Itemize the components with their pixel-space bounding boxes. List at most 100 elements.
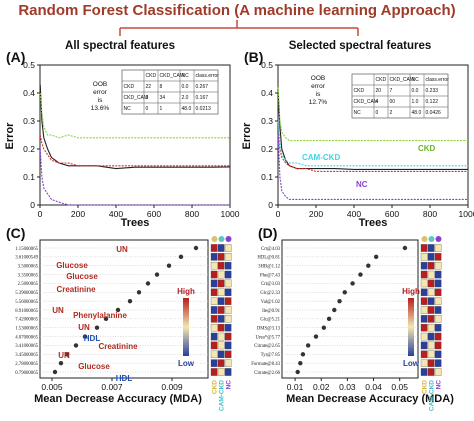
table-cell-text: 0.267 bbox=[196, 84, 209, 90]
heat-cell bbox=[420, 368, 428, 376]
feature-label: 2.5000065 bbox=[18, 282, 39, 287]
heat-cell bbox=[427, 244, 435, 252]
table-cell-text: 4 bbox=[376, 99, 379, 105]
metabolite-annotation: Phenylalanine bbox=[73, 311, 127, 320]
mda-dot bbox=[103, 316, 109, 322]
mda-dot bbox=[178, 254, 184, 260]
mda-dot bbox=[332, 307, 337, 313]
heat-cell bbox=[224, 368, 232, 376]
table-cell-text: CKD_CAM bbox=[124, 95, 148, 101]
table-cell-text: 0 bbox=[376, 110, 379, 116]
x-tick-label: 0.03 bbox=[339, 382, 356, 392]
mda-dot bbox=[366, 263, 371, 268]
metabolite-annotation: HDL bbox=[116, 374, 133, 383]
heat-cell bbox=[224, 341, 232, 350]
heat-cell bbox=[420, 253, 428, 261]
oob-line-1: OOB bbox=[93, 81, 107, 88]
heat-cell bbox=[224, 297, 232, 305]
metabolite-annotation: Glucose bbox=[78, 362, 110, 371]
feature-label: Urea*@5.77 bbox=[255, 335, 280, 340]
metabolite-annotation: UN bbox=[58, 351, 70, 360]
heat-cell bbox=[217, 368, 225, 376]
feature-label: DMS@3.13 bbox=[257, 327, 281, 332]
heat-cell bbox=[217, 315, 225, 323]
y-tick-label: 0 bbox=[30, 200, 35, 210]
feature-label: 3.45000065 bbox=[15, 353, 38, 358]
oob-line-2: error bbox=[93, 89, 108, 96]
x-ticks: 0 200 400 600 800 1000 bbox=[38, 205, 240, 219]
table-cell-text: 34 bbox=[160, 95, 166, 101]
class-label: CKD bbox=[212, 380, 219, 394]
heat-cell bbox=[217, 297, 225, 305]
x-tick-label: 0 bbox=[276, 209, 281, 219]
heat-cell bbox=[434, 350, 442, 359]
table-cell-text: 1 bbox=[160, 106, 163, 112]
metabolite-annotation: Glucose bbox=[66, 272, 98, 281]
feature-label: 0.79000065 bbox=[15, 371, 38, 376]
heat-cell bbox=[420, 244, 428, 252]
heat-cell bbox=[427, 323, 435, 332]
heat-cell bbox=[210, 288, 218, 297]
heat-cell bbox=[217, 253, 225, 261]
x-tick-label: 400 bbox=[347, 209, 361, 219]
table-cell-text: 0.0 bbox=[182, 84, 189, 90]
heat-cell bbox=[210, 332, 218, 341]
feature-label: Phe@7.43 bbox=[260, 273, 281, 278]
table-header-text: class.error bbox=[196, 73, 220, 79]
heat-cell bbox=[224, 270, 232, 279]
heat-cell bbox=[420, 279, 428, 288]
y-tick-label: 0.1 bbox=[23, 172, 35, 182]
x-tick-label: 0.02 bbox=[313, 382, 330, 392]
table-cell-text: 0.233 bbox=[426, 88, 439, 94]
heat-cell bbox=[224, 253, 232, 261]
heat-cell bbox=[434, 253, 442, 261]
table-cell-text: 0.0213 bbox=[196, 106, 212, 112]
mda-dot bbox=[326, 316, 332, 322]
mda-dot bbox=[154, 272, 160, 277]
mda-dot bbox=[94, 325, 100, 330]
feature-label: 3.3500065 bbox=[18, 273, 39, 278]
series-layer bbox=[277, 87, 468, 200]
class-label: CAM-CKD bbox=[429, 380, 436, 411]
heat-cell bbox=[217, 359, 225, 367]
table-cell-text: 0.0426 bbox=[426, 110, 442, 116]
heat-cell bbox=[420, 261, 428, 270]
mda-chart-all-features: 1.15000065 3.61000549 3.5000065 3.3500065 2.… bbox=[15, 236, 233, 411]
table-header-text: CKD bbox=[146, 73, 157, 79]
table-cell-text: 48.0 bbox=[182, 106, 192, 112]
heat-cell bbox=[224, 323, 232, 332]
series-line-ckd bbox=[39, 134, 230, 167]
oob-line-1: OOB bbox=[311, 75, 325, 82]
table-cell-text: 0.167 bbox=[196, 95, 209, 101]
mda-dot bbox=[358, 272, 363, 277]
heat-cell bbox=[434, 270, 442, 279]
heat-cell bbox=[224, 359, 232, 367]
y-ticks: 0 0.1 0.2 0.3 0.4 0.5 bbox=[261, 60, 278, 210]
feature-label: 3HB@1.12 bbox=[258, 265, 280, 270]
heat-cell bbox=[427, 261, 435, 270]
mda-dot bbox=[321, 325, 327, 330]
metabolite-annotation: Creatinine bbox=[56, 285, 96, 294]
x-tick-label: 200 bbox=[71, 209, 85, 219]
heat-cell bbox=[434, 288, 442, 297]
x-tick-label: 800 bbox=[423, 209, 437, 219]
table-cell bbox=[193, 102, 219, 115]
mda-dot bbox=[73, 343, 79, 348]
heat-cell bbox=[420, 332, 428, 341]
heat-cell bbox=[210, 368, 218, 376]
heat-cell bbox=[434, 279, 442, 288]
y-tick-label: 0 bbox=[268, 200, 273, 210]
mda-dot bbox=[82, 334, 88, 339]
heat-cell bbox=[434, 332, 442, 341]
y-tick-label: 0.3 bbox=[261, 116, 273, 126]
heat-cell bbox=[420, 323, 428, 332]
table-cell-text: 22 bbox=[146, 84, 152, 90]
table-cell-text: 20 bbox=[376, 88, 382, 94]
heat-cell bbox=[217, 261, 225, 270]
x-tick-label: 800 bbox=[185, 209, 199, 219]
heat-cell bbox=[427, 332, 435, 341]
heat-cell bbox=[427, 341, 435, 350]
feature-label: Crt@4.03 bbox=[261, 247, 281, 252]
